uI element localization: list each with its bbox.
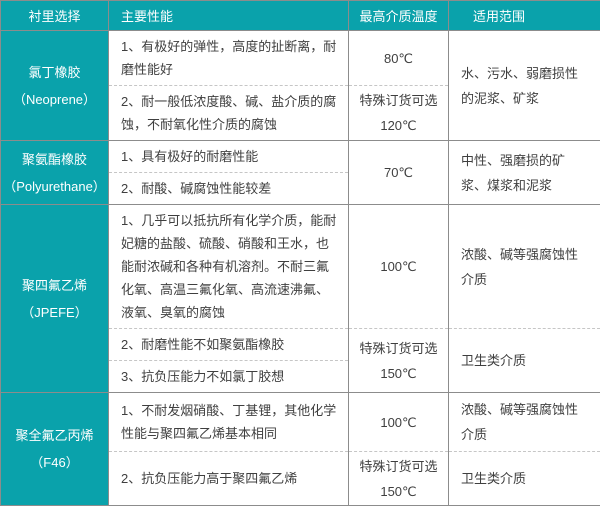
temp-note: 特殊订货可选 <box>349 336 448 361</box>
temp-value: 120℃ <box>349 113 448 138</box>
performance-cell: 2、耐磨性能不如聚氨酯橡胶 <box>109 329 349 361</box>
material-cell-f46: 聚全氟乙丙烯 （F46） <box>1 393 109 506</box>
performance-cell: 2、耐一般低浓度酸、碱、盐介质的腐蚀，不耐氧化性介质的腐蚀 <box>109 86 349 141</box>
range-cell: 浓酸、碱等强腐蚀性介质 <box>449 205 600 329</box>
table-row: 聚全氟乙丙烯 （F46） 1、不耐发烟硝酸、丁基锂，其他化学性能与聚四氟乙烯基本… <box>1 393 600 452</box>
performance-cell: 1、具有极好的耐磨性能 <box>109 141 349 173</box>
material-cell-polyurethane: 聚氨酯橡胶 （Polyurethane） <box>1 141 109 205</box>
table-header: 衬里选择 主要性能 最高介质温度 适用范围 <box>1 1 600 31</box>
table-row: 聚氨酯橡胶 （Polyurethane） 1、具有极好的耐磨性能 70℃ 中性、… <box>1 141 600 173</box>
header-cell-applicable-range: 适用范围 <box>449 1 600 31</box>
material-name: 氯丁橡胶 <box>1 59 108 86</box>
table-row: 氯丁橡胶 （Neoprene） 1、有极好的弹性，高度的扯断离，耐磨性能好 80… <box>1 31 600 86</box>
range-cell: 浓酸、碱等强腐蚀性介质 <box>449 393 600 452</box>
material-name: 聚全氟乙丙烯 <box>1 422 108 449</box>
temp-note: 特殊订货可选 <box>349 88 448 113</box>
range-cell: 中性、强磨损的矿浆、煤浆和泥浆 <box>449 141 600 205</box>
material-name: 聚四氟乙烯 <box>1 272 108 299</box>
range-cell: 卫生类介质 <box>449 329 600 393</box>
temperature-cell: 100℃ <box>349 205 449 329</box>
performance-cell: 2、抗负压能力高于聚四氟乙烯 <box>109 452 349 506</box>
temperature-cell: 80℃ <box>349 31 449 86</box>
temp-note: 特殊订货可选 <box>349 454 448 479</box>
temperature-cell: 特殊订货可选 120℃ <box>349 86 449 141</box>
header-cell-lining: 衬里选择 <box>1 1 109 31</box>
performance-cell: 3、抗负压能力不如氯丁胶想 <box>109 361 349 393</box>
performance-cell: 1、不耐发烟硝酸、丁基锂，其他化学性能与聚四氟乙烯基本相同 <box>109 393 349 452</box>
temperature-cell: 特殊订货可选 150℃ <box>349 452 449 506</box>
material-name-en: （F46） <box>1 449 108 476</box>
material-name-en: （Polyurethane） <box>1 173 108 200</box>
table-row: 聚四氟乙烯 （JPEFE） 1、几乎可以抵抗所有化学介质，能耐妃糖的盐酸、硫酸、… <box>1 205 600 329</box>
material-name-en: （JPEFE） <box>1 299 108 326</box>
header-cell-max-temp: 最高介质温度 <box>349 1 449 31</box>
range-cell: 水、污水、弱磨损性的泥浆、矿浆 <box>449 31 600 141</box>
temp-value: 150℃ <box>349 361 448 386</box>
header-row: 衬里选择 主要性能 最高介质温度 适用范围 <box>1 1 600 31</box>
range-cell: 卫生类介质 <box>449 452 600 506</box>
material-cell-ptfe: 聚四氟乙烯 （JPEFE） <box>1 205 109 393</box>
temp-value: 150℃ <box>349 479 448 504</box>
material-name: 聚氨酯橡胶 <box>1 146 108 173</box>
performance-cell: 1、有极好的弹性，高度的扯断离，耐磨性能好 <box>109 31 349 86</box>
temperature-cell: 特殊订货可选 150℃ <box>349 329 449 393</box>
temperature-cell: 100℃ <box>349 393 449 452</box>
material-name-en: （Neoprene） <box>1 86 108 113</box>
performance-cell: 1、几乎可以抵抗所有化学介质，能耐妃糖的盐酸、硫酸、硝酸和王水，也能耐浓碱和各种… <box>109 205 349 329</box>
header-cell-performance: 主要性能 <box>109 1 349 31</box>
temperature-cell: 70℃ <box>349 141 449 205</box>
material-cell-neoprene: 氯丁橡胶 （Neoprene） <box>1 31 109 141</box>
performance-cell: 2、耐酸、碱腐蚀性能较差 <box>109 173 349 205</box>
